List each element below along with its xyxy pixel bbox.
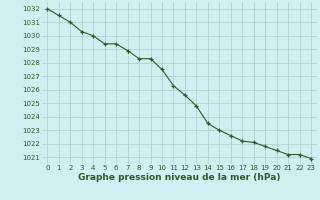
X-axis label: Graphe pression niveau de la mer (hPa): Graphe pression niveau de la mer (hPa) — [78, 173, 280, 182]
